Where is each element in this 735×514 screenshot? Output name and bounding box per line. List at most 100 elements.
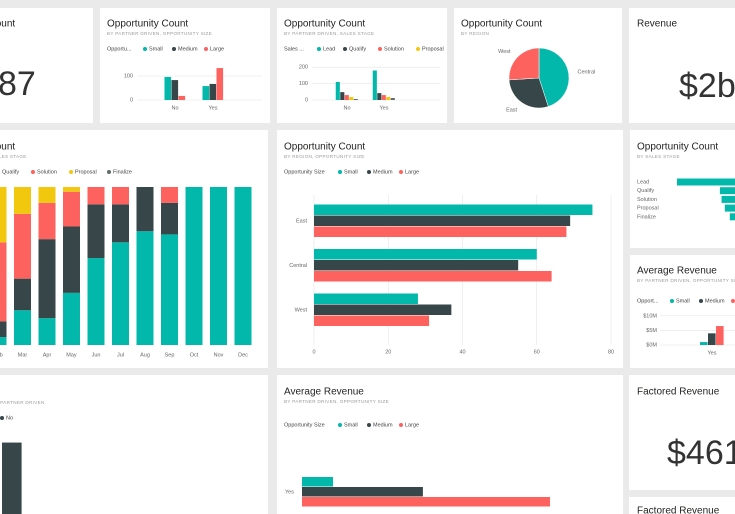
bar xyxy=(381,95,386,100)
bar xyxy=(314,315,430,326)
legend-swatch xyxy=(416,47,420,51)
y-tick-label: Yes xyxy=(285,489,294,495)
legend-label: Large xyxy=(210,46,224,52)
x-tick-label: Mar xyxy=(18,352,28,358)
bar-segment xyxy=(161,234,178,345)
bar-segment xyxy=(136,231,154,345)
chart-title: Average Revenue xyxy=(284,387,364,398)
y-tick-label: 0 xyxy=(130,97,133,103)
bar-segment xyxy=(14,278,31,311)
tile xyxy=(630,255,735,368)
legend-label: Medium xyxy=(373,169,393,175)
bar xyxy=(314,215,571,226)
x-tick-label: 80 xyxy=(608,349,614,355)
funnel-bar xyxy=(677,178,735,186)
chart-subtitle: BY PARTNER DRIVEN xyxy=(0,400,45,405)
legend-label: Proposal xyxy=(422,46,444,52)
bar xyxy=(386,97,391,100)
legend-label: Large xyxy=(405,169,419,175)
legend-swatch xyxy=(204,47,208,51)
funnel-bar xyxy=(719,187,735,195)
y-tick-label: 0 xyxy=(305,97,308,103)
chart-subtitle: BY PARTNER DRIVEN, OPPORTUNITY SIZE xyxy=(107,31,212,36)
bar xyxy=(349,97,354,100)
stage-label: Finalize xyxy=(637,214,656,220)
bar xyxy=(314,249,537,260)
legend-label: Small xyxy=(676,298,690,304)
x-tick-label: Sep xyxy=(165,352,175,358)
pie-label: West xyxy=(498,49,511,55)
y-tick-label: East xyxy=(296,218,307,224)
bar-segment xyxy=(0,242,7,322)
bar-segment xyxy=(38,187,56,203)
legend-swatch xyxy=(670,299,674,303)
legend-label: No xyxy=(6,415,13,421)
bar xyxy=(314,204,593,215)
card-value: 87 xyxy=(0,65,36,103)
bar-segment xyxy=(234,187,252,345)
tile xyxy=(629,497,735,514)
chart-title: Opportunity Count xyxy=(637,142,718,153)
bar xyxy=(164,76,172,100)
bar xyxy=(700,342,708,345)
legend-label: Small xyxy=(344,169,358,175)
bar xyxy=(171,80,179,100)
y-tick-label: $10M xyxy=(643,313,657,319)
x-tick-label: Dec xyxy=(238,352,248,358)
legend-swatch xyxy=(343,47,347,51)
x-tick-label: Oct xyxy=(190,352,199,358)
legend-label: Large xyxy=(405,422,419,428)
x-tick-label: May xyxy=(66,352,77,358)
chart-title: Opportunity Count xyxy=(284,142,365,153)
bar-segment xyxy=(63,226,80,293)
legend-label: Small xyxy=(344,422,358,428)
bar xyxy=(178,95,186,100)
bar-segment xyxy=(38,318,56,345)
legend-swatch xyxy=(143,47,147,51)
legend-title: Opportunity Size xyxy=(284,169,325,175)
x-tick-label: Yes xyxy=(209,105,218,111)
pie-label: Central xyxy=(578,69,596,75)
bar-segment xyxy=(112,242,129,345)
card-title: Factored Revenue xyxy=(637,506,720,514)
legend-swatch xyxy=(399,170,403,174)
bar xyxy=(314,271,552,282)
legend-title: Opportu... xyxy=(107,46,132,52)
pie-slice xyxy=(508,47,540,81)
bar xyxy=(390,98,395,100)
x-tick-label: Aug xyxy=(140,352,150,358)
y-tick-label: $0M xyxy=(646,342,657,348)
bar-segment xyxy=(87,204,105,259)
funnel-bar xyxy=(729,213,735,221)
legend-swatch xyxy=(317,47,321,51)
bar xyxy=(314,260,519,271)
legend-label: Proposal xyxy=(75,169,97,175)
bar-segment xyxy=(161,202,178,235)
funnel-bar xyxy=(724,204,735,212)
legend-title: Opport... xyxy=(637,298,659,304)
legend-swatch xyxy=(338,170,342,174)
bar-segment xyxy=(0,187,7,243)
tile xyxy=(629,8,735,123)
chart-subtitle: BY PARTNER DRIVEN, SALES STAGE xyxy=(284,31,374,36)
card-title: Revenue xyxy=(637,19,677,30)
chart-subtitle: BY PARTNER DRIVEN, OPPORTUNITY SIZE xyxy=(637,278,735,283)
pie-slice xyxy=(508,77,549,109)
tile xyxy=(100,8,270,123)
bar xyxy=(340,92,345,100)
bar-segment xyxy=(185,187,203,345)
bar-segment xyxy=(136,187,154,232)
stage-label: Lead xyxy=(637,179,649,185)
bar xyxy=(314,226,567,237)
pie-slice xyxy=(538,47,570,107)
bar-segment xyxy=(112,204,129,243)
tile xyxy=(629,375,735,490)
bar-segment xyxy=(63,187,80,192)
legend-label: Qualify xyxy=(2,169,19,175)
legend-label: Finalize xyxy=(113,169,132,175)
legend-label: Lead xyxy=(323,46,335,52)
funnel-bar xyxy=(721,195,735,203)
bar-segment xyxy=(14,187,31,214)
legend-swatch xyxy=(107,170,111,174)
bar xyxy=(302,497,550,507)
